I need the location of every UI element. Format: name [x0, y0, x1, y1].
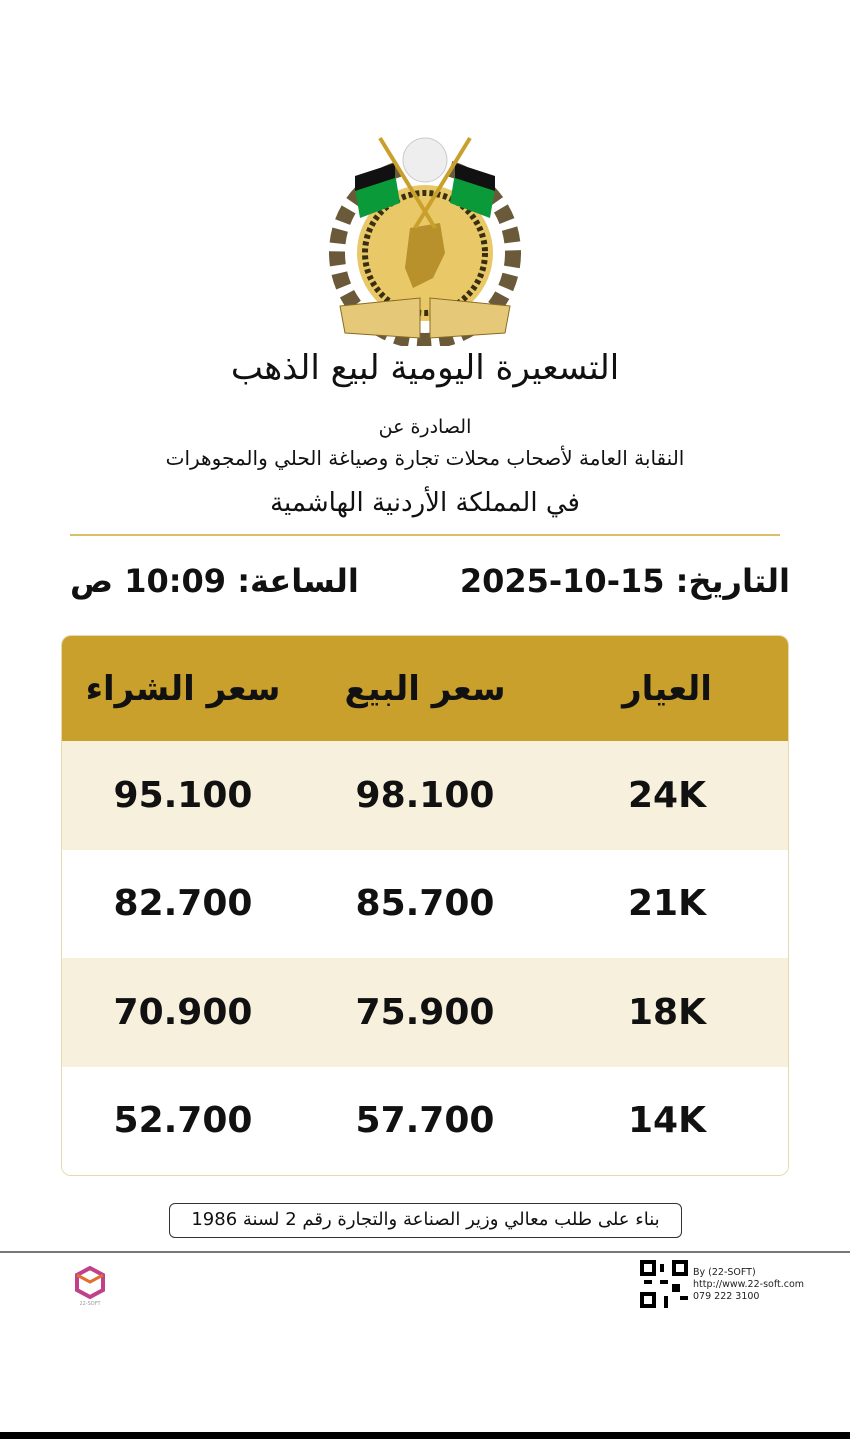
sell-price: 57.700	[355, 1100, 495, 1142]
buy-price: 52.700	[113, 1100, 253, 1142]
sell-price: 85.700	[355, 883, 495, 925]
credit-block: By (22-SOFT) http://www.22-soft.com 079 …	[693, 1267, 804, 1303]
union-logo	[329, 136, 521, 346]
table-header: العيار سعر البيع سعر الشراء	[62, 636, 788, 741]
buy-price: 95.100	[113, 774, 253, 816]
issued-by: الصادرة عن	[378, 416, 472, 438]
buy-price: 82.700	[113, 883, 253, 925]
karat: 24K	[628, 774, 706, 816]
table-row: 18K 75.900 70.900	[62, 958, 788, 1067]
credit-url[interactable]: http://www.22-soft.com	[693, 1279, 805, 1290]
karat: 14K	[628, 1100, 706, 1142]
time-label: الساعة: 10:09 ص	[70, 562, 359, 600]
date-label: التاريخ: 15-10-2025	[459, 562, 790, 600]
credit-by: By (22-SOFT)	[693, 1267, 756, 1278]
karat: 18K	[628, 991, 706, 1033]
divider	[70, 534, 780, 536]
sell-price: 98.100	[355, 774, 495, 816]
qr-code-icon	[640, 1260, 688, 1308]
header-sell: سعر البيع	[344, 668, 506, 709]
buy-price: 70.900	[113, 991, 253, 1033]
sell-price: 75.900	[355, 991, 495, 1033]
header-buy: سعر الشراء	[85, 668, 281, 709]
brand-logo-icon: 22-SOFT	[75, 1266, 105, 1306]
credit-phone: 079 222 3100	[693, 1291, 760, 1302]
page-title: التسعيرة اليومية لبيع الذهب	[230, 348, 620, 388]
header-karat: العيار	[622, 668, 712, 709]
ministry-note: بناء على طلب معالي وزير الصناعة والتجارة…	[169, 1203, 682, 1238]
kingdom-name: في المملكة الأردنية الهاشمية	[270, 488, 580, 518]
bottom-bar	[0, 1432, 850, 1439]
union-name: النقابة العامة لأصحاب محلات تجارة وصياغة…	[165, 446, 685, 470]
table-row: 21K 85.700 82.700	[62, 849, 788, 958]
table-row: 14K 57.700 52.700	[62, 1066, 788, 1175]
karat: 21K	[628, 883, 706, 925]
footer-divider	[0, 1251, 850, 1253]
price-table: العيار سعر البيع سعر الشراء 24K 98.100 95.…	[61, 635, 789, 1176]
table-row: 24K 98.100 95.100	[62, 741, 788, 850]
svg-text:22-SOFT: 22-SOFT	[79, 1301, 101, 1306]
